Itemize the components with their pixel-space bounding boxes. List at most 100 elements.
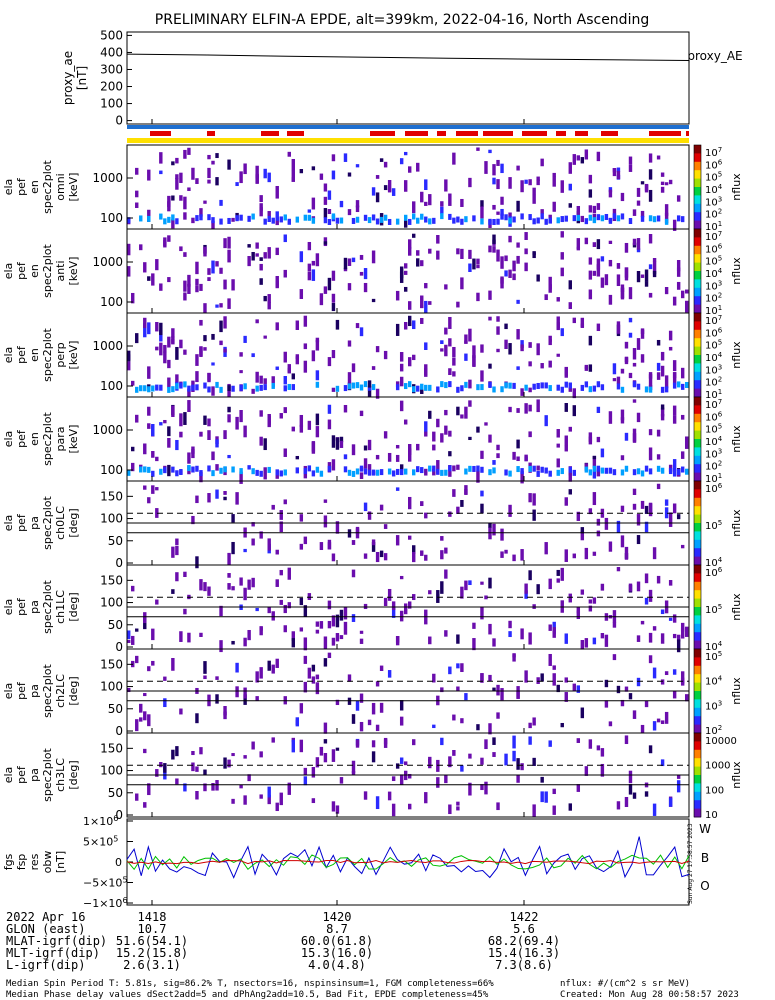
spectrogram-cell-low [436,468,440,475]
spectrogram-cell [408,322,412,326]
spectrogram-cell [588,364,593,372]
proxy-ylabel: [nT] [75,66,89,90]
spectrogram-cell-low [211,470,215,477]
spectrogram-cell [552,673,556,686]
spectrogram-cell [163,763,167,773]
spectrogram-cell [167,464,171,477]
spectrogram-cell [672,633,677,639]
spectrogram-cell [636,338,641,350]
spectrogram-cell [632,503,637,510]
spectrogram-cell [371,366,376,370]
spectrogram-cell [632,399,637,403]
spectrogram-cell-low [207,214,211,221]
spectrogram-cell [183,280,187,292]
spectrogram-cell [243,637,247,647]
spectrogram-cell [339,777,344,784]
spectrogram-cell [684,694,689,702]
spectrogram-cell [347,283,352,291]
spectrogram-cell [243,755,247,759]
spectrogram-cell [395,487,400,491]
spectrogram-cell [424,179,428,191]
spectrogram-cell [468,436,472,441]
spectrogram-cell [239,577,243,586]
spectrogram-cell [299,514,304,522]
spectrogram-cell [648,264,653,270]
pa-ytick-label: 150 [100,489,123,503]
panel-ylabel: [keV] [67,173,80,202]
spectrogram-cell [612,654,617,661]
spectrogram-cell [371,740,376,748]
spectrogram-cell-low [163,218,167,225]
spectrogram-cell [432,468,436,476]
spectrogram-cell [560,267,564,277]
spectrogram-cell-low [323,217,328,224]
spectrogram-cell [520,180,524,193]
spectrogram-cell [644,269,649,282]
spectrogram-cell [492,177,496,185]
spectrogram-cell [279,569,283,576]
colorbar-segment [694,388,701,398]
spectrogram-cell [351,614,356,622]
spectrogram-cell [624,356,629,363]
spectrogram-cell [644,573,649,584]
spectrogram-cell [207,167,211,179]
colorbar-segment [694,355,701,364]
spectrogram-cell [223,757,227,769]
spectrogram-cell [319,621,324,629]
panel-ylabel: pef [15,597,28,616]
spectrogram-cell [524,248,528,255]
colorbar-segment [694,455,701,465]
spectrogram-cell [315,629,320,634]
spectrogram-cell [283,604,287,614]
spectrogram-cell [375,796,380,810]
spectrogram-cell [327,419,332,430]
spectrogram-cell [343,153,348,162]
colorbar-segment [694,758,701,768]
spectrogram-cell [408,535,412,540]
colorbar-segment [694,245,701,255]
spectrogram-cell [456,686,460,691]
spectrogram-cell [604,274,609,286]
spectrogram-cell [456,663,460,669]
spectrogram-cell [540,363,544,369]
spectrogram-cell [311,798,316,804]
spectrogram-cell [203,200,207,204]
spectrogram-cell [215,261,219,267]
footer-nflux-units: nflux: #/(cm^2 s sr MeV) [560,979,690,989]
spectrogram-cell [315,674,320,680]
colorbar-tick-label: 103 [705,195,722,208]
spectrogram-cell [528,570,532,581]
spectrogram-cell [556,458,560,468]
spectrogram-cell [171,749,175,760]
panel-ylabel: ela [2,347,15,364]
footer-row-label: MLAT-igrf(dip) [6,934,107,948]
spectrogram-cell [520,628,524,640]
spectrogram-cell-low [592,385,597,392]
spectrogram-cell [383,553,388,561]
spectrogram-cell [488,674,492,682]
spectrogram-cell [231,586,235,591]
spectrogram-cell [283,351,287,363]
spectrogram-cell [452,346,456,358]
spectrogram-cell-low [151,385,155,392]
spectrogram-cell [616,685,621,694]
spectrogram-cell [331,154,336,162]
spectrogram-cell [235,662,239,673]
spectrogram-cell [444,409,448,416]
spectrogram-cell [540,209,544,215]
spectrogram-cell [299,289,304,299]
spectrogram-cell-low [576,214,581,221]
spectrogram-cell [460,663,464,673]
spectrogram-cell-low [536,470,540,477]
spectrogram-cell [520,471,524,484]
spectrogram-cell [552,176,556,187]
colorbar-segment [694,766,701,776]
spectrogram-cell [460,414,464,419]
spectrogram-cell-low [540,382,544,389]
spectrogram-cell [412,201,416,214]
spectrogram-cell [504,339,508,349]
spectrogram-cell [636,238,641,250]
spectrogram-cell [315,339,320,351]
spectrogram-cell-low [251,213,255,220]
spectrogram-cell [668,797,673,807]
